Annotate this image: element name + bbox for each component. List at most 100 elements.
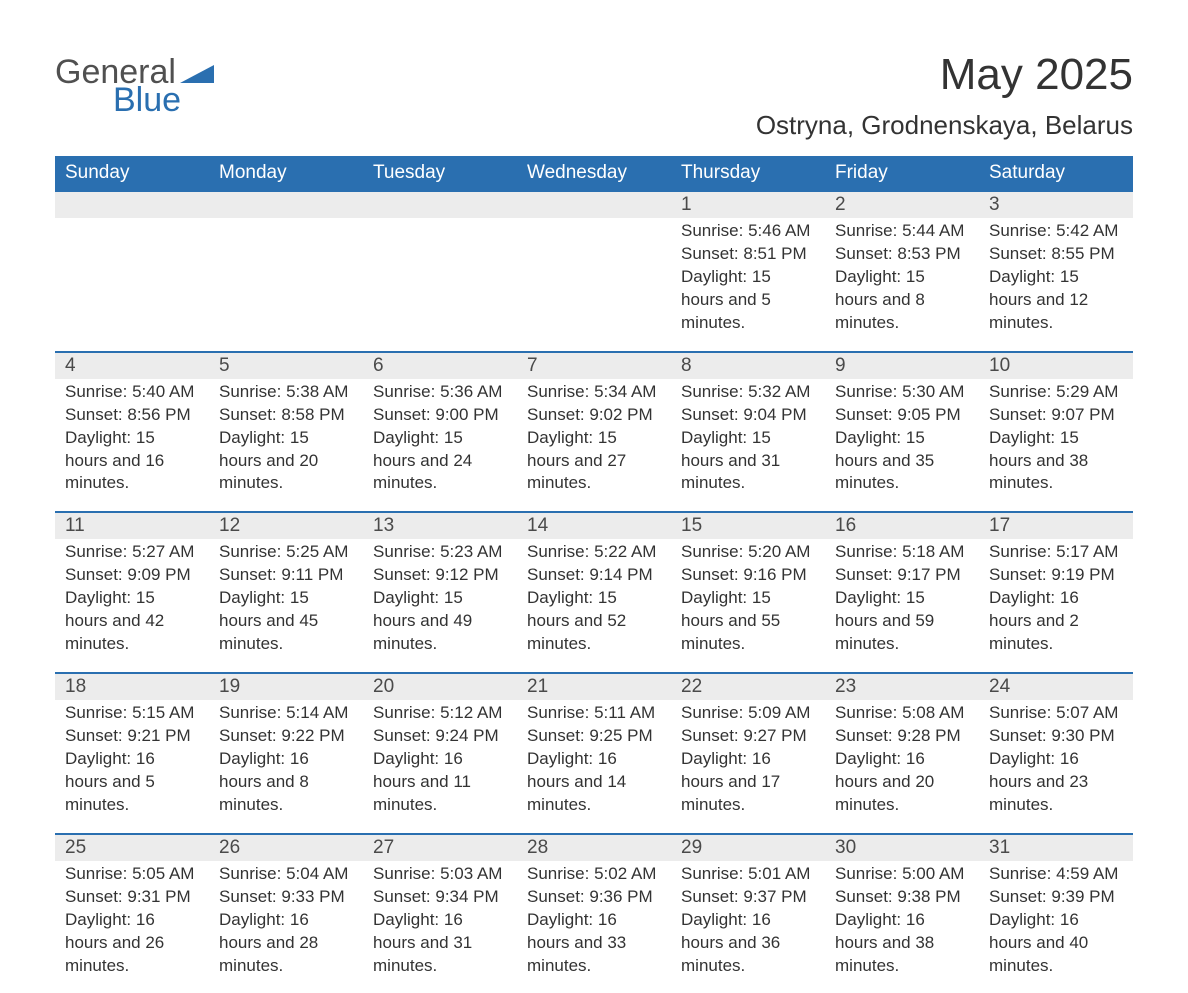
sunset-line: Sunset: 9:30 PM [989,725,1123,748]
sunset-line: Sunset: 8:56 PM [65,404,199,427]
day-number: 2 [825,192,979,218]
day-number: 30 [825,835,979,861]
sunrise-line: Sunrise: 5:22 AM [527,541,661,564]
calendar-week: 18192021222324Sunrise: 5:15 AMSunset: 9:… [55,672,1133,833]
day-number-row: 18192021222324 [55,674,1133,700]
sunset-line: Sunset: 9:12 PM [373,564,507,587]
brand-triangle-icon [180,59,214,83]
sunset-line: Sunset: 9:39 PM [989,886,1123,909]
day-number: 21 [517,674,671,700]
sunrise-line: Sunrise: 5:12 AM [373,702,507,725]
day-number: 27 [363,835,517,861]
sunrise-line: Sunrise: 5:29 AM [989,381,1123,404]
day-cell: Sunrise: 5:09 AMSunset: 9:27 PMDaylight:… [671,700,825,833]
sunset-line: Sunset: 9:02 PM [527,404,661,427]
day-number-row: 123 [55,192,1133,218]
sunset-line: Sunset: 9:11 PM [219,564,353,587]
sunset-line: Sunset: 9:37 PM [681,886,815,909]
day-number: 17 [979,513,1133,539]
day-number: 19 [209,674,363,700]
daylight-line: Daylight: 15 hours and 52 minutes. [527,587,661,656]
daylight-line: Daylight: 15 hours and 49 minutes. [373,587,507,656]
sunrise-line: Sunrise: 5:11 AM [527,702,661,725]
daylight-line: Daylight: 15 hours and 12 minutes. [989,266,1123,335]
sunset-line: Sunset: 9:27 PM [681,725,815,748]
day-cell: Sunrise: 5:27 AMSunset: 9:09 PMDaylight:… [55,539,209,672]
day-number: 26 [209,835,363,861]
daylight-line: Daylight: 16 hours and 17 minutes. [681,748,815,817]
day-cell: Sunrise: 5:07 AMSunset: 9:30 PMDaylight:… [979,700,1133,833]
day-number: 12 [209,513,363,539]
daylight-line: Daylight: 16 hours and 26 minutes. [65,909,199,978]
day-cell: Sunrise: 5:25 AMSunset: 9:11 PMDaylight:… [209,539,363,672]
day-number: 10 [979,353,1133,379]
sunrise-line: Sunrise: 5:07 AM [989,702,1123,725]
sunset-line: Sunset: 9:38 PM [835,886,969,909]
day-cell: Sunrise: 5:17 AMSunset: 9:19 PMDaylight:… [979,539,1133,672]
calendar-week: 11121314151617Sunrise: 5:27 AMSunset: 9:… [55,511,1133,672]
sunrise-line: Sunrise: 5:03 AM [373,863,507,886]
weekday-header: Sunday [55,156,209,192]
day-cell: Sunrise: 5:04 AMSunset: 9:33 PMDaylight:… [209,861,363,993]
day-cell [363,218,517,351]
day-number: 31 [979,835,1133,861]
sunrise-line: Sunrise: 5:42 AM [989,220,1123,243]
day-data-row: Sunrise: 5:46 AMSunset: 8:51 PMDaylight:… [55,218,1133,351]
day-number: 7 [517,353,671,379]
sunrise-line: Sunrise: 5:36 AM [373,381,507,404]
sunset-line: Sunset: 8:51 PM [681,243,815,266]
daylight-line: Daylight: 15 hours and 42 minutes. [65,587,199,656]
day-cell: Sunrise: 5:30 AMSunset: 9:05 PMDaylight:… [825,379,979,512]
sunrise-line: Sunrise: 4:59 AM [989,863,1123,886]
daylight-line: Daylight: 15 hours and 35 minutes. [835,427,969,496]
day-number: 13 [363,513,517,539]
sunrise-line: Sunrise: 5:20 AM [681,541,815,564]
daylight-line: Daylight: 16 hours and 31 minutes. [373,909,507,978]
sunset-line: Sunset: 8:58 PM [219,404,353,427]
day-number: 15 [671,513,825,539]
daylight-line: Daylight: 16 hours and 11 minutes. [373,748,507,817]
sunrise-line: Sunrise: 5:08 AM [835,702,969,725]
calendar-week: 123Sunrise: 5:46 AMSunset: 8:51 PMDaylig… [55,192,1133,351]
daylight-line: Daylight: 16 hours and 38 minutes. [835,909,969,978]
sunset-line: Sunset: 9:36 PM [527,886,661,909]
day-number: 11 [55,513,209,539]
day-number: 25 [55,835,209,861]
sunrise-line: Sunrise: 5:44 AM [835,220,969,243]
sunset-line: Sunset: 9:17 PM [835,564,969,587]
sunset-line: Sunset: 9:22 PM [219,725,353,748]
weekday-header: Monday [209,156,363,192]
weekday-header: Saturday [979,156,1133,192]
day-number [209,192,363,218]
day-cell: Sunrise: 5:08 AMSunset: 9:28 PMDaylight:… [825,700,979,833]
day-cell: Sunrise: 5:29 AMSunset: 9:07 PMDaylight:… [979,379,1133,512]
sunrise-line: Sunrise: 5:34 AM [527,381,661,404]
day-number: 3 [979,192,1133,218]
sunrise-line: Sunrise: 5:04 AM [219,863,353,886]
sunset-line: Sunset: 9:24 PM [373,725,507,748]
day-cell: Sunrise: 5:44 AMSunset: 8:53 PMDaylight:… [825,218,979,351]
sunrise-line: Sunrise: 5:32 AM [681,381,815,404]
day-cell [55,218,209,351]
sunset-line: Sunset: 9:33 PM [219,886,353,909]
sunset-line: Sunset: 9:31 PM [65,886,199,909]
daylight-line: Daylight: 15 hours and 27 minutes. [527,427,661,496]
sunrise-line: Sunrise: 5:18 AM [835,541,969,564]
day-cell: Sunrise: 5:02 AMSunset: 9:36 PMDaylight:… [517,861,671,993]
day-cell: Sunrise: 5:00 AMSunset: 9:38 PMDaylight:… [825,861,979,993]
day-data-row: Sunrise: 5:05 AMSunset: 9:31 PMDaylight:… [55,861,1133,993]
daylight-line: Daylight: 16 hours and 14 minutes. [527,748,661,817]
sunrise-line: Sunrise: 5:00 AM [835,863,969,886]
day-number: 5 [209,353,363,379]
day-number: 22 [671,674,825,700]
day-cell: Sunrise: 5:11 AMSunset: 9:25 PMDaylight:… [517,700,671,833]
daylight-line: Daylight: 15 hours and 31 minutes. [681,427,815,496]
day-cell: Sunrise: 5:38 AMSunset: 8:58 PMDaylight:… [209,379,363,512]
daylight-line: Daylight: 15 hours and 8 minutes. [835,266,969,335]
day-cell: Sunrise: 5:22 AMSunset: 9:14 PMDaylight:… [517,539,671,672]
weekday-header: Wednesday [517,156,671,192]
brand-word2: Blue [113,83,214,117]
calendar-week: 45678910Sunrise: 5:40 AMSunset: 8:56 PMD… [55,351,1133,512]
sunrise-line: Sunrise: 5:38 AM [219,381,353,404]
daylight-line: Daylight: 16 hours and 20 minutes. [835,748,969,817]
